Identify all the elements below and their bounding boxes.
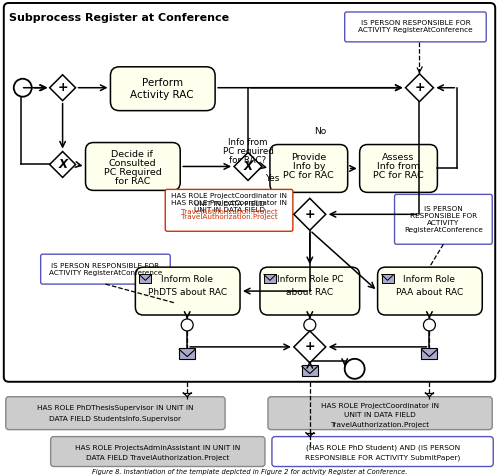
FancyBboxPatch shape	[136, 267, 240, 315]
Text: +: +	[304, 341, 315, 353]
Text: PC Required: PC Required	[104, 168, 162, 177]
FancyBboxPatch shape	[268, 397, 492, 429]
FancyBboxPatch shape	[378, 267, 482, 315]
Text: PC for RAC: PC for RAC	[373, 171, 424, 180]
Circle shape	[181, 319, 193, 331]
Circle shape	[304, 319, 316, 331]
Text: RESPONSIBLE FOR ACTIVITY SubmitPaper): RESPONSIBLE FOR ACTIVITY SubmitPaper)	[305, 454, 460, 461]
Text: TravelAuthorization.Project: TravelAuthorization.Project	[180, 214, 278, 220]
FancyBboxPatch shape	[40, 254, 170, 284]
Text: about RAC: about RAC	[286, 287, 334, 296]
Text: Subprocess Register at Conference: Subprocess Register at Conference	[9, 13, 229, 23]
Text: No: No	[314, 127, 326, 136]
Text: ACTIVITY: ACTIVITY	[428, 220, 460, 226]
Bar	[179, 348, 195, 360]
Text: Yes: Yes	[265, 174, 280, 183]
Text: Perform: Perform	[142, 78, 183, 88]
Text: IS PERSON RESPONSIBLE FOR: IS PERSON RESPONSIBLE FOR	[360, 20, 470, 27]
FancyBboxPatch shape	[6, 397, 225, 429]
Circle shape	[14, 79, 32, 97]
Polygon shape	[294, 199, 326, 230]
Text: HAS ROLE ProjectCoordinator IN: HAS ROLE ProjectCoordinator IN	[171, 200, 287, 206]
Text: Provide: Provide	[291, 153, 326, 162]
Polygon shape	[50, 152, 76, 178]
Circle shape	[424, 319, 436, 331]
Text: Consulted: Consulted	[108, 159, 156, 168]
Text: RESPONSIBLE FOR: RESPONSIBLE FOR	[410, 213, 477, 219]
Text: HAS ROLE ProjectsAdminAssistant IN UNIT IN: HAS ROLE ProjectsAdminAssistant IN UNIT …	[74, 445, 240, 451]
FancyBboxPatch shape	[86, 142, 180, 190]
Bar	[140, 274, 151, 283]
Text: Inform Role PC: Inform Role PC	[276, 275, 343, 284]
Text: +: +	[414, 81, 425, 94]
Text: TravelAuthorization.Project: TravelAuthorization.Project	[180, 209, 278, 215]
Text: PC required: PC required	[222, 147, 274, 156]
FancyBboxPatch shape	[272, 437, 493, 466]
Text: Figure 8. Instantiation of the template depicted in Figure 2 for activity Regist: Figure 8. Instantiation of the template …	[92, 468, 407, 475]
Text: Decide if: Decide if	[112, 150, 154, 159]
Text: IS PERSON RESPONSIBLE FOR: IS PERSON RESPONSIBLE FOR	[52, 263, 160, 269]
FancyBboxPatch shape	[50, 437, 265, 466]
Text: HAS ROLE PhDThesisSupervisor IN UNIT IN: HAS ROLE PhDThesisSupervisor IN UNIT IN	[37, 405, 194, 411]
Text: PAA about RAC: PAA about RAC	[396, 287, 463, 296]
Text: HAS ROLE ProjectCoordinator IN: HAS ROLE ProjectCoordinator IN	[171, 193, 287, 200]
Polygon shape	[50, 75, 76, 101]
Text: HAS ROLE ProjectCoordinator IN: HAS ROLE ProjectCoordinator IN	[320, 403, 438, 408]
Text: Info from: Info from	[228, 138, 268, 147]
Text: ACTIVITY RegisterAtConference: ACTIVITY RegisterAtConference	[49, 270, 162, 275]
FancyBboxPatch shape	[270, 144, 347, 192]
Text: Inform Role: Inform Role	[161, 275, 213, 284]
FancyBboxPatch shape	[166, 190, 293, 231]
Bar	[382, 274, 394, 283]
Polygon shape	[294, 331, 326, 363]
Text: (HAS ROLE PhD Student) AND (IS PERSON: (HAS ROLE PhD Student) AND (IS PERSON	[306, 444, 460, 451]
Polygon shape	[406, 74, 433, 102]
Circle shape	[344, 359, 364, 379]
Text: UNIT IN DATA FIELD: UNIT IN DATA FIELD	[194, 201, 264, 208]
Bar	[422, 348, 438, 360]
Polygon shape	[234, 152, 262, 180]
Text: for RAC: for RAC	[114, 177, 150, 186]
FancyBboxPatch shape	[394, 194, 492, 244]
Text: Inform Role: Inform Role	[404, 275, 456, 284]
Text: Info from: Info from	[377, 162, 420, 171]
Text: ACTIVITY RegisterAtConference: ACTIVITY RegisterAtConference	[358, 28, 473, 33]
Text: Activity RAC: Activity RAC	[130, 90, 194, 100]
Text: PhDTS about RAC: PhDTS about RAC	[148, 287, 227, 296]
Text: RegisterAtConference: RegisterAtConference	[404, 227, 483, 233]
Text: +: +	[304, 208, 315, 221]
Text: DATA FIELD TravelAuthorization.Project: DATA FIELD TravelAuthorization.Project	[86, 455, 229, 461]
FancyBboxPatch shape	[344, 12, 486, 42]
Text: Info by: Info by	[292, 162, 325, 171]
Bar	[264, 274, 276, 283]
Bar	[302, 365, 318, 376]
Text: TravelAuthorization.Project: TravelAuthorization.Project	[330, 422, 429, 428]
Text: X: X	[244, 160, 252, 173]
FancyBboxPatch shape	[110, 67, 215, 111]
Text: UNIT IN DATA FIELD: UNIT IN DATA FIELD	[344, 412, 415, 418]
Text: X: X	[58, 158, 67, 171]
Text: PC for RAC: PC for RAC	[284, 171, 334, 180]
FancyBboxPatch shape	[260, 267, 360, 315]
Text: Assess: Assess	[382, 153, 414, 162]
Text: for RAC?: for RAC?	[230, 156, 266, 165]
Text: UNIT IN DATA FIELD: UNIT IN DATA FIELD	[194, 207, 264, 213]
Text: +: +	[58, 81, 68, 94]
Text: DATA FIELD StudentsInfo.Supervisor: DATA FIELD StudentsInfo.Supervisor	[50, 416, 182, 422]
FancyBboxPatch shape	[360, 144, 438, 192]
Text: IS PERSON: IS PERSON	[424, 206, 463, 212]
